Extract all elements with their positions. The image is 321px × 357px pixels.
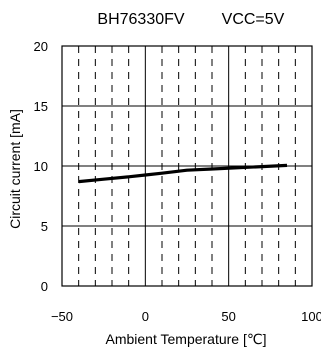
plot-frame — [61, 45, 313, 287]
x-tick-label: 50 — [221, 309, 235, 324]
y-axis-label: Circuit current [mA] — [7, 109, 23, 229]
series-line — [78, 163, 288, 184]
y-tick-label: 15 — [34, 99, 48, 114]
x-tick-labels: −50 0 50 100 — [51, 309, 321, 324]
grid — [62, 46, 312, 286]
chart-subtitle: VCC=5V — [222, 11, 285, 28]
x-tick-label: 0 — [142, 309, 149, 324]
y-tick-label: 10 — [34, 159, 48, 174]
x-axis-label: Ambient Temperature [℃] — [106, 331, 267, 347]
x-tick-label: 100 — [301, 309, 321, 324]
y-tick-labels: 0 5 10 15 20 — [34, 39, 48, 294]
y-tick-label: 0 — [41, 279, 48, 294]
plot-border — [61, 45, 313, 287]
series-layer — [78, 163, 288, 184]
chart-title: BH76330FV — [97, 11, 184, 28]
y-tick-label: 5 — [41, 219, 48, 234]
x-tick-label: −50 — [51, 309, 73, 324]
y-tick-label: 20 — [34, 39, 48, 54]
